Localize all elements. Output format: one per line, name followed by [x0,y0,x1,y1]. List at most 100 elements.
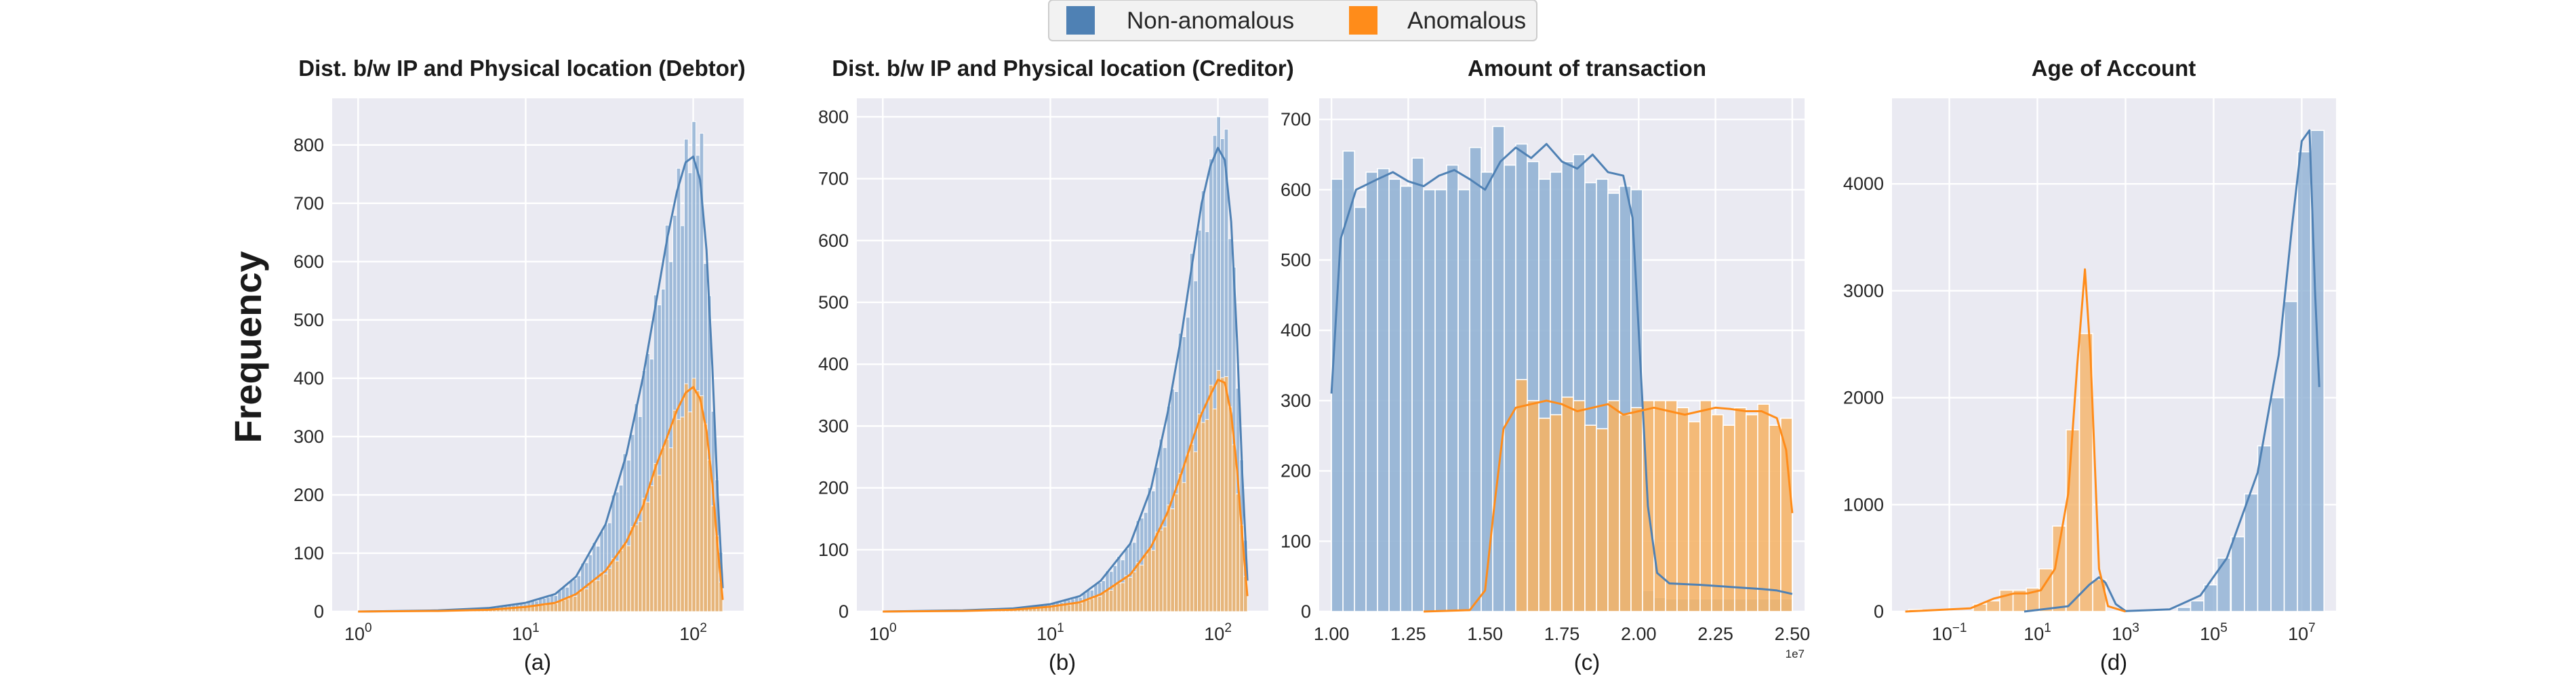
x-tick-label: 2.00 [1621,624,1657,644]
hist-bar-anomalous [1101,593,1106,612]
hist-bar-anomalous [2066,429,2080,612]
y-tick-label: 4000 [1843,174,1884,194]
hist-bar-non-anomalous [2230,536,2245,612]
hist-bar-anomalous [657,475,662,612]
hist-bar-anomalous [707,459,712,612]
hist-bar-anomalous [691,378,696,612]
hist-bar-anomalous [641,498,647,612]
hist-bar-non-anomalous [2297,151,2312,612]
y-tick-label: 600 [818,231,849,251]
x-tick-label: 1.00 [1314,624,1350,644]
panel-title: Age of Account [2032,56,2196,81]
hist-bar-anomalous [622,543,628,612]
y-tick-label: 100 [818,540,849,560]
hist-bar-non-anomalous [2216,557,2231,612]
kde-line-anomalous [1424,399,1794,613]
hist-bar-anomalous [1055,605,1060,612]
panel-sublabel: (a) [524,650,551,675]
y-axis-label: Frequency [226,251,269,443]
hist-bar-anomalous [588,582,593,612]
hist-bar-anomalous [1112,584,1118,612]
hist-bar-anomalous [1143,554,1148,612]
x-tick-label: 2.50 [1775,624,1811,644]
y-tick-label: 3000 [1843,281,1884,301]
panel-sublabel: (d) [2100,650,2127,675]
hist-bar-anomalous [1527,400,1539,612]
hist-bar-anomalous [1151,550,1156,612]
hist-bar-anomalous [1723,424,1735,612]
hist-bar-anomalous [1734,407,1747,612]
y-tick-label: 600 [294,252,324,272]
hist-bar-anomalous [668,447,673,612]
hist-bar-non-anomalous [1400,185,1413,612]
hist-bar-non-anomalous [2177,606,2192,612]
y-tick-label: 600 [1281,180,1311,200]
hist-bar-non-anomalous [1377,167,1390,612]
hist-bar-anomalous [569,595,573,612]
hist-bar-anomalous [603,574,608,612]
hist-bar-anomalous [2078,333,2093,612]
hist-bar-anomalous [1174,493,1179,612]
kde-line-non-anomalous [2024,129,2320,613]
hist-bar-anomalous [572,596,578,612]
x-offset-label: 1e7 [1786,647,1805,660]
hist-bar-non-anomalous [1446,164,1459,612]
y-tick-label: 700 [818,169,849,189]
y-tick-label: 0 [1874,601,1884,622]
x-tick-label: 100 [869,621,897,644]
hist-bar-anomalous [1131,572,1137,612]
y-tick-label: 0 [314,601,324,622]
kde-line-anomalous [883,378,1249,613]
hist-bar-anomalous [1561,396,1574,612]
hist-bar-anomalous [1097,596,1102,612]
hist-bar-anomalous [1205,419,1209,612]
hist-bar-anomalous [661,447,666,612]
y-tick-label: 0 [1301,601,1311,622]
panel-b: 0 100 200 300 400 500 600 700 800 100 101 102 Dist. … [818,56,1294,675]
hist-bar-anomalous [1193,451,1198,612]
x-tick-label: 10−1 [1932,621,1967,644]
hist-bar-non-anomalous [1492,125,1505,612]
hist-bar-anomalous [1746,414,1758,612]
hist-bar-anomalous [607,567,612,612]
kde-line-anomalous [358,386,724,613]
x-tick-label: 2.25 [1697,624,1733,644]
hist-bar-anomalous [1078,603,1083,612]
hist-bar-anomalous [542,605,547,612]
panel-c: 0 100 200 300 400 500 600 700 1.00 1.25 1.50 1.75 2.… [1281,56,1810,675]
hist-bar-anomalous [530,606,536,612]
y-tick-label: 500 [1281,250,1311,271]
hist-bar-anomalous [1186,454,1190,612]
hist-bar-anomalous [1154,532,1160,612]
hist-bar-anomalous [592,580,597,612]
legend: Non-anomalous Anomalous [1048,0,1537,41]
hist-bar-anomalous [1676,407,1689,612]
hist-bar-anomalous [549,603,555,612]
hist-bar-non-anomalous [1457,189,1470,612]
x-tick-label: 100 [344,621,372,644]
bars [1908,129,2325,612]
hist-bar-anomalous [1630,407,1643,612]
hist-bar-non-anomalous [1354,206,1367,612]
y-tick-label: 1000 [1843,494,1884,515]
kde-line-non-anomalous [883,146,1249,613]
panel-d: 0 1000 2000 3000 4000 10−1 101 103 105 107 Age of … [1843,56,2336,675]
hist-bar-anomalous [1197,414,1202,612]
hist-bar-non-anomalous [2270,397,2285,612]
legend-label-non-anomalous: Non-anomalous [1127,7,1294,34]
x-tick-label: 1.25 [1390,624,1426,644]
y-tick-label: 200 [818,478,849,498]
hist-bar-anomalous [1780,418,1793,612]
legend-swatch-non-anomalous [1066,6,1095,35]
hist-bar-non-anomalous [2190,600,2205,612]
hist-bar-anomalous [1986,600,2000,612]
y-tick-label: 200 [294,485,324,505]
x-tick-label: 103 [2112,621,2139,644]
kde-lines [1330,142,1794,613]
hist-bar-anomalous [1182,482,1186,612]
panel-title: Dist. b/w IP and Physical location (Debt… [298,56,746,81]
kde-line-non-anomalous [358,155,724,613]
hist-bar-anomalous [672,410,677,612]
x-tick-label: 105 [2200,621,2228,644]
